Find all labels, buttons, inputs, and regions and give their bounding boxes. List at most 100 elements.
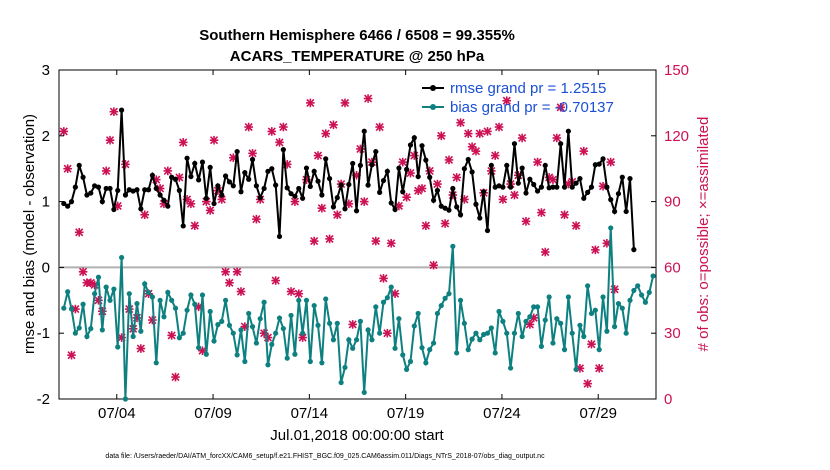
bias-point [346,337,352,343]
bias-point [457,297,464,303]
rmse-point [500,184,506,190]
bias-series [61,225,656,402]
rmse-point [326,175,333,182]
bias-point [380,299,387,305]
legend-rmse-label: rmse grand pr = 1.2515 [450,80,606,97]
bias-point [192,301,198,307]
bias-point [288,312,294,319]
rmse-point [550,184,556,190]
bias-point [415,310,421,317]
bias-point [169,297,175,303]
rmse-point [396,165,402,171]
bias-point [142,281,148,287]
obs-count-point [610,285,619,294]
obs-count-point [313,151,323,160]
obs-count-point [105,135,115,145]
bias-line [62,227,655,400]
obs-count-point [290,197,300,206]
rmse-point [380,177,387,184]
y-left-tick-label: 0 [42,259,50,276]
obs-count-point [359,197,369,206]
obs-count-point [252,214,261,224]
bias-point [257,316,263,322]
rmse-point [565,128,571,134]
rmse-point [172,176,179,182]
obs-count-point [579,146,589,156]
rmse-point [215,183,221,189]
obs-count-point [383,328,392,338]
bias-point [638,292,645,298]
bias-point [238,327,244,333]
bias-point [561,347,568,353]
bias-point [261,299,267,305]
rmse-point [165,203,171,209]
bias-point [92,291,98,297]
bias-point [404,366,410,372]
y-left-tick-label: 3 [42,62,50,79]
rmse-point [353,208,360,214]
obs-count-point [463,129,473,138]
bias-point [411,323,417,329]
bias-point [307,358,313,365]
obs-count-point [59,127,69,136]
bias-point [427,347,433,353]
bias-point [126,291,132,297]
rmse-point [554,184,560,190]
obs-count-point [363,94,373,103]
rmse-point [288,191,294,197]
bias-point [350,345,356,351]
bias-point [527,314,533,320]
bias-point [592,307,598,313]
bias-point [276,315,283,321]
rmse-point [515,180,521,186]
obs-count-point [483,127,492,136]
obs-count-point [78,267,88,277]
obs-count-point [502,96,512,106]
obs-count-point [121,160,130,169]
y-left-tick-label: -1 [37,325,50,342]
bias-point [76,325,82,331]
bias-point [180,330,186,336]
bias-point [365,327,371,333]
bias-point [88,325,94,332]
bias-point [95,274,102,280]
rmse-point [457,212,464,218]
rmse-point [338,182,344,188]
rmse-point [300,195,306,201]
bias-point [145,289,152,296]
bias-point [103,284,109,290]
rmse-point [107,185,113,192]
chart-title-line2: ACARS_TEMPERATURE @ 250 hPa [230,48,485,65]
rmse-point [134,187,140,193]
bias-point [465,347,471,353]
legend-bias-label: bias grand pr = -0.70137 [450,99,614,116]
bias-point [461,320,467,326]
bias-point [604,328,610,334]
rmse-point [561,184,568,190]
bias-point [242,358,248,365]
obs-count-point [379,274,388,283]
rmse-point [369,162,375,168]
obs-count-point [209,135,219,145]
rmse-point [149,172,156,178]
rmse-point [581,195,587,201]
rmse-point [450,185,456,192]
obs-count-point [163,166,173,176]
rmse-point [95,184,102,190]
y-left-tick-label: 1 [42,194,50,211]
obs-count-point [540,247,550,257]
bias-point [165,289,171,296]
rmse-point [230,183,236,189]
rmse-point [508,184,514,190]
rmse-point [519,165,525,171]
rmse-point [115,187,121,194]
bias-point [222,297,229,303]
obs-count-point [456,118,465,127]
bias-point [631,287,637,294]
bias-point [273,330,279,336]
rmse-point [488,162,494,169]
bias-point [500,318,506,324]
bias-point [203,351,209,357]
bias-point [542,317,548,323]
bias-point [68,306,75,312]
